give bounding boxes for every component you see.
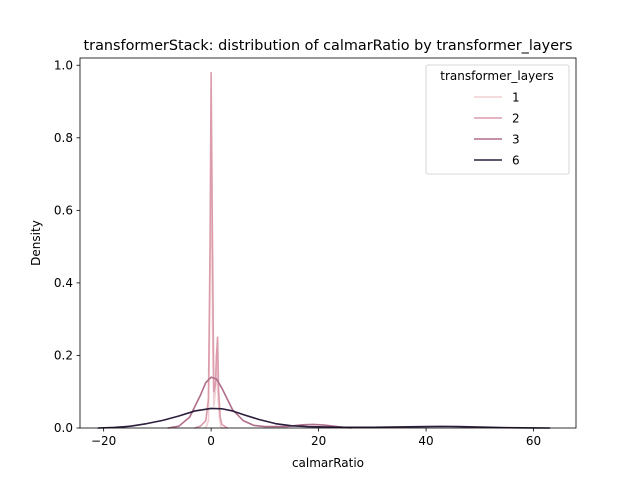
series-line-3 <box>167 376 352 429</box>
x-tick-label: 0 <box>207 434 215 448</box>
legend-entries: 1 2 3 6 <box>474 91 520 168</box>
plot-frame <box>79 57 577 429</box>
x-tick-label: 40 <box>418 434 433 448</box>
series-line-6 <box>97 407 551 429</box>
x-tick-label: 60 <box>526 434 541 448</box>
x-tick-label: 20 <box>311 434 326 448</box>
y-tick-label: 0.2 <box>54 348 73 362</box>
y-axis-label: Density <box>29 220 43 266</box>
y-tick-label: 0.8 <box>54 131 73 145</box>
series-layer <box>97 71 551 429</box>
legend: transformer_layers 1 2 3 6 <box>425 64 570 175</box>
legend-label-1: 1 <box>512 91 520 105</box>
y-tick-label: 0.0 <box>54 421 73 435</box>
y-tick-label: 0.6 <box>54 203 73 217</box>
chart-title: transformerStack: distribution of calmar… <box>84 38 573 54</box>
legend-title: transformer_layers <box>440 69 554 83</box>
ticks-layer: −20 0 20 40 60 0.0 0.2 0.4 0.6 0.8 1.0 <box>54 58 541 448</box>
legend-label-6: 6 <box>512 154 520 168</box>
legend-box <box>425 64 570 175</box>
legend-label-2: 2 <box>512 112 520 126</box>
y-tick-label: 1.0 <box>54 58 73 72</box>
x-tick-label: −20 <box>91 434 116 448</box>
y-tick-label: 0.4 <box>54 276 73 290</box>
x-axis-label: calmarRatio <box>292 456 364 470</box>
legend-label-3: 3 <box>512 133 520 147</box>
